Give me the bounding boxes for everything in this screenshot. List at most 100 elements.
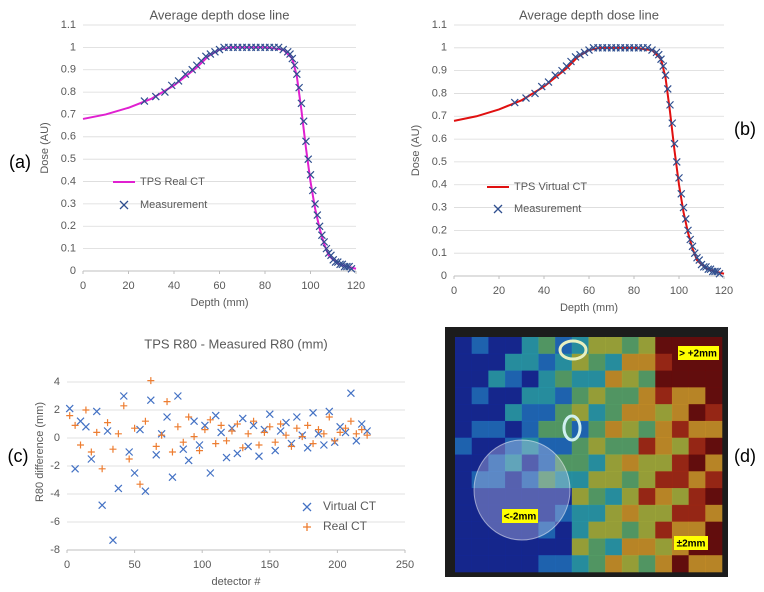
heatmap-cell bbox=[655, 387, 673, 405]
heatmap-cell bbox=[605, 370, 623, 388]
heatmap-cell bbox=[655, 437, 673, 455]
heatmap-cell bbox=[455, 404, 472, 422]
data-point bbox=[163, 398, 171, 406]
heatmap-cell bbox=[638, 471, 656, 489]
data-point bbox=[648, 46, 656, 55]
y-tick-label: 0 bbox=[441, 270, 447, 282]
heatmap-cell bbox=[538, 370, 556, 388]
data-point bbox=[215, 45, 224, 54]
data-point bbox=[347, 264, 356, 273]
heatmap-cell bbox=[621, 504, 639, 522]
data-point bbox=[181, 70, 190, 79]
data-point bbox=[352, 430, 360, 438]
heatmap-cell bbox=[655, 353, 673, 371]
heatmap-cell bbox=[505, 471, 523, 489]
data-point bbox=[271, 446, 280, 455]
heatmap-cell bbox=[471, 521, 489, 539]
data-point bbox=[114, 430, 122, 438]
heatmap-cell bbox=[555, 404, 573, 422]
x-tick-label: 100 bbox=[193, 559, 211, 571]
heatmap-cell bbox=[488, 387, 506, 405]
heatmap-cell bbox=[538, 555, 556, 573]
data-point bbox=[659, 62, 668, 70]
heatmap-cell bbox=[455, 521, 472, 539]
legend-label: Real CT bbox=[323, 519, 368, 533]
y-tick-label: 2 bbox=[54, 404, 60, 416]
heatmap-cell bbox=[455, 353, 472, 371]
data-point bbox=[266, 423, 274, 431]
heatmap-cell bbox=[488, 337, 506, 355]
data-point bbox=[288, 54, 297, 63]
heatmap-cell bbox=[621, 437, 639, 455]
heatmap-cell bbox=[505, 370, 523, 388]
data-point bbox=[130, 469, 139, 477]
y-axis-label: Dose (AU) bbox=[410, 125, 422, 176]
data-point bbox=[103, 427, 112, 435]
heatmap-cell bbox=[705, 404, 723, 422]
heatmap-cell bbox=[505, 337, 523, 355]
data-point bbox=[668, 119, 677, 128]
heatmap-cell bbox=[538, 337, 556, 355]
heatmap-cell bbox=[621, 353, 639, 371]
heatmap-cell bbox=[455, 437, 472, 455]
x-tick-label: 100 bbox=[301, 280, 319, 292]
data-point bbox=[358, 426, 366, 434]
data-point bbox=[295, 83, 304, 92]
data-point bbox=[163, 413, 171, 421]
data-point bbox=[677, 189, 686, 198]
heatmap-cell bbox=[638, 370, 656, 388]
data-point bbox=[303, 443, 312, 452]
data-point bbox=[686, 235, 695, 244]
x-tick-label: 150 bbox=[261, 559, 279, 571]
heatmap-cell bbox=[638, 387, 656, 405]
data-point bbox=[681, 215, 690, 223]
data-point bbox=[675, 173, 683, 182]
x-axis-label: detector # bbox=[212, 576, 262, 588]
heatmap-cell bbox=[688, 370, 706, 388]
y-tick-label: 0.3 bbox=[61, 198, 76, 210]
data-point bbox=[670, 139, 679, 148]
data-point bbox=[297, 99, 306, 108]
heatmap-cell bbox=[588, 471, 606, 489]
data-point bbox=[271, 438, 279, 446]
image-label: > +2mm bbox=[679, 349, 717, 360]
heatmap-cell bbox=[505, 521, 523, 539]
legend-label: TPS Real CT bbox=[140, 176, 205, 188]
x-tick-label: 200 bbox=[328, 559, 346, 571]
data-point bbox=[195, 447, 203, 455]
heatmap-cell bbox=[521, 387, 539, 405]
data-point bbox=[114, 484, 123, 493]
data-point bbox=[292, 413, 301, 421]
x-tick-label: 40 bbox=[538, 285, 550, 297]
heatmap-cell bbox=[471, 337, 489, 355]
heatmap-cell bbox=[588, 337, 606, 355]
heatmap-cell bbox=[671, 555, 689, 573]
data-point bbox=[531, 89, 539, 98]
heatmap-cell bbox=[588, 504, 606, 522]
heatmap-cell bbox=[588, 353, 606, 371]
heatmap-cell bbox=[605, 555, 623, 573]
heatmap-cell bbox=[521, 420, 539, 439]
heatmap-cell bbox=[571, 504, 589, 522]
x-tick-label: 0 bbox=[451, 285, 457, 297]
data-point bbox=[315, 222, 324, 231]
heatmap-cell bbox=[538, 420, 556, 439]
heatmap-cell bbox=[705, 555, 723, 573]
data-point bbox=[287, 442, 295, 450]
y-tick-label: 0.3 bbox=[432, 201, 447, 213]
y-axis-label: Dose (AU) bbox=[39, 122, 51, 173]
heatmap-cell bbox=[505, 353, 523, 371]
heatmap-cell bbox=[705, 488, 723, 506]
heatmap-cell bbox=[521, 353, 539, 371]
data-point bbox=[147, 377, 155, 385]
heatmap-cell bbox=[638, 353, 656, 371]
heatmap-cell bbox=[671, 404, 689, 422]
anatomy-outline bbox=[562, 414, 582, 442]
data-point bbox=[212, 440, 220, 448]
data-point bbox=[298, 433, 306, 441]
y-tick-label: 0.8 bbox=[432, 87, 447, 99]
heatmap-cell bbox=[521, 404, 539, 422]
data-point bbox=[104, 419, 112, 427]
y-tick-label: 0.2 bbox=[61, 220, 76, 232]
data-point bbox=[510, 98, 519, 107]
